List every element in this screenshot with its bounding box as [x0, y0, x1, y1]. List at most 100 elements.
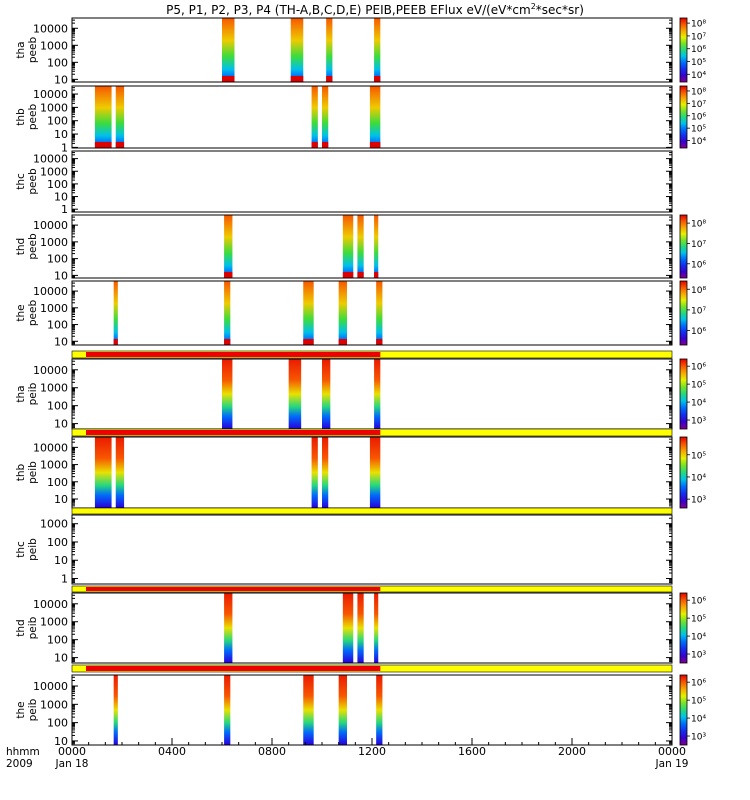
- colorbar-label: 10⁴: [691, 473, 706, 483]
- panel-frame: [71, 592, 673, 664]
- y-tick-label: 100: [47, 253, 68, 266]
- y-tick-label: 10: [54, 269, 68, 282]
- panel-probe-label: thb: [15, 108, 27, 126]
- low-energy-band: [376, 339, 383, 345]
- panel-probe-label: thb: [15, 463, 27, 481]
- colorbar-label: 10⁶: [691, 260, 706, 270]
- colorbar-label: 10³: [691, 417, 706, 427]
- spectrogram-block: [342, 593, 354, 663]
- x-tick-label: 1200: [358, 745, 386, 758]
- low-energy-band: [338, 339, 347, 345]
- spectrogram-block: [374, 18, 381, 82]
- y-tick-label: 100: [47, 400, 68, 413]
- colorbar-label: 10⁵: [691, 58, 706, 68]
- panel-the-peib: 10 100 1000 10000 the peib 10³ 10⁴ 10⁵ 10⁶: [15, 664, 706, 748]
- y-tick-label: 100: [47, 178, 68, 191]
- title-end: *sec*sr): [536, 3, 584, 17]
- colorbar-label: 10⁸: [691, 220, 706, 230]
- colorbar: 10³ 10⁴ 10⁵ 10⁶: [679, 674, 706, 746]
- y-tick-label: 10000: [33, 598, 68, 611]
- y-tick-label: 100: [47, 56, 68, 69]
- y-tick-label: 1000: [40, 616, 68, 629]
- y-tick-label: 10: [54, 652, 68, 665]
- spectrogram-block: [290, 18, 304, 82]
- spectrogram-block: [326, 18, 333, 82]
- colorbar-label: 10⁵: [691, 125, 706, 135]
- colorbar: 10³ 10⁴ 10⁵ 10⁶: [679, 592, 706, 664]
- low-energy-band: [342, 272, 354, 278]
- spectrogram-block: [224, 593, 233, 663]
- spectrogram-block: [303, 281, 314, 345]
- mode-bar: [71, 350, 673, 359]
- end-date-label: Jan 19: [655, 758, 689, 770]
- y-tick-label: 10000: [33, 22, 68, 35]
- spectrogram-block: [115, 86, 125, 148]
- low-energy-band: [94, 142, 112, 148]
- mode-bar-slow-survey: [71, 507, 673, 515]
- y-tick-label: 1000: [40, 39, 68, 52]
- y-tick-label: 100: [47, 536, 68, 549]
- panel-probe-label: tha: [15, 41, 27, 58]
- colorbar-gradient: [679, 85, 688, 149]
- panel-species-label: peib: [27, 616, 39, 639]
- colorbar-label: 10⁷: [691, 32, 706, 42]
- colorbar-label: 10³: [691, 496, 706, 506]
- low-energy-band: [374, 272, 379, 278]
- panel-probe-label: thd: [15, 619, 27, 636]
- y-tick-label: 10: [54, 418, 68, 431]
- spectrogram-block: [224, 215, 233, 278]
- spectrogram-block: [357, 593, 364, 663]
- colorbar-label: 10³: [691, 651, 706, 661]
- spectrogram-block: [113, 281, 118, 345]
- low-energy-band: [374, 76, 381, 82]
- colorbar-label: 10⁵: [691, 451, 706, 461]
- low-energy-band: [326, 76, 333, 82]
- panel-species-label: peib: [27, 538, 39, 561]
- low-energy-band: [357, 272, 364, 278]
- colorbar-label: 10⁷: [691, 100, 706, 110]
- x-tick-label: 0000: [658, 745, 686, 758]
- y-tick-label: 1000: [40, 236, 68, 249]
- panel-thd-peeb: 10 100 1000 10000 thd peeb 10⁶ 10⁷ 10⁸: [15, 214, 706, 282]
- panel-frame: [71, 150, 673, 213]
- y-tick-label: 1000: [40, 101, 68, 114]
- spectrogram-block: [115, 437, 125, 508]
- spectrogram-block: [224, 281, 231, 345]
- time-axis: hhmm 2009 Jan 18 Jan 19 0000 0400 0800 1200…: [6, 738, 688, 770]
- x-tick-label: 1600: [458, 745, 486, 758]
- spectrogram-block: [113, 675, 118, 745]
- colorbar-label: 10⁴: [691, 715, 706, 725]
- spectrogram-block: [94, 437, 112, 508]
- panel-species-label: peeb: [27, 37, 39, 64]
- colorbar-gradient: [679, 214, 688, 279]
- colorbar: 10³ 10⁴ 10⁵: [679, 436, 706, 509]
- spectrogram-block: [311, 437, 318, 508]
- panel-tha-peeb: 10 100 1000 10000 tha peeb 10⁴ 10⁵ 10⁶ 10⁷ 10⁸: [15, 17, 706, 86]
- y-tick-label: 100: [47, 115, 68, 128]
- panel-species-label: peib: [27, 461, 39, 484]
- y-tick-label: 1: [61, 573, 68, 586]
- low-energy-band: [113, 339, 118, 345]
- y-tick-label: 10000: [33, 441, 68, 454]
- spectrogram-block: [376, 281, 383, 345]
- colorbar: 10⁴ 10⁵ 10⁶ 10⁷ 10⁸: [679, 17, 706, 83]
- colorbar-label: 10⁷: [691, 240, 706, 250]
- colorbar-label: 10⁴: [691, 633, 706, 643]
- colorbar-label: 10³: [691, 733, 706, 743]
- panel-species-label: peeb: [27, 168, 39, 195]
- panel-species-label: peeb: [27, 104, 39, 131]
- mode-bar: [71, 664, 673, 673]
- colorbar-gradient: [679, 436, 688, 509]
- mode-bar: [71, 585, 673, 593]
- mode-bar: [71, 507, 673, 515]
- y-tick-label: 10000: [33, 680, 68, 693]
- y-tick-label: 10: [54, 335, 68, 348]
- y-tick-label: 10000: [33, 88, 68, 101]
- colorbar-gradient: [679, 674, 688, 746]
- y-tick-label: 10: [54, 128, 68, 141]
- spectrogram-block: [94, 86, 112, 148]
- colorbar-label: 10⁶: [691, 363, 706, 373]
- y-tick-label: 1000: [40, 518, 68, 531]
- panel-species-label: peib: [27, 382, 39, 405]
